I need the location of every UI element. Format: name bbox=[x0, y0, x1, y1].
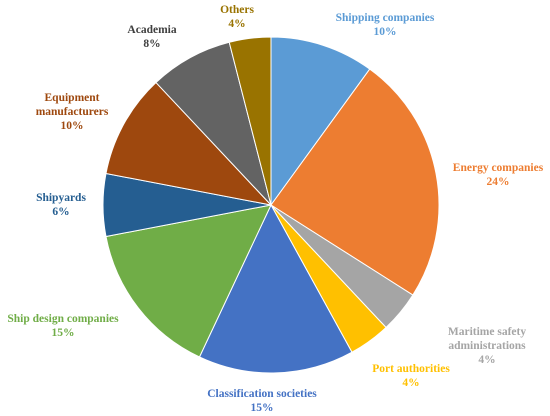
data-label-equipment-manufacturers: Equipment manufacturers 10% bbox=[36, 92, 109, 132]
data-labels: Shipping companies 10% Energy companies 24%… bbox=[7, 4, 543, 414]
data-label-academia: Academia 8% bbox=[127, 24, 176, 50]
data-label-shipping-companies: Shipping companies 10% bbox=[336, 12, 435, 38]
slice-energy-companies bbox=[270, 68, 440, 296]
slice-classification-societies bbox=[198, 203, 353, 374]
data-label-classification-societies: Classification societies 15% bbox=[207, 388, 317, 414]
slice-shipping-companies bbox=[270, 36, 371, 207]
pie-slices bbox=[102, 36, 440, 374]
data-label-maritime-safety-administrations: Maritime safety administrations 4% bbox=[448, 326, 526, 366]
slice-others bbox=[228, 36, 272, 206]
slice-ship-design-companies bbox=[105, 204, 272, 358]
data-label-energy-companies: Energy companies 24% bbox=[453, 162, 544, 188]
data-label-others: Others 4% bbox=[220, 4, 254, 30]
data-label-port-authorities: Port authorities 4% bbox=[372, 363, 450, 389]
data-label-ship-design-companies: Ship design companies 15% bbox=[7, 313, 119, 339]
data-label-shipyards: Shipyards 6% bbox=[36, 192, 86, 218]
slice-equipment-manufacturers bbox=[105, 81, 273, 206]
